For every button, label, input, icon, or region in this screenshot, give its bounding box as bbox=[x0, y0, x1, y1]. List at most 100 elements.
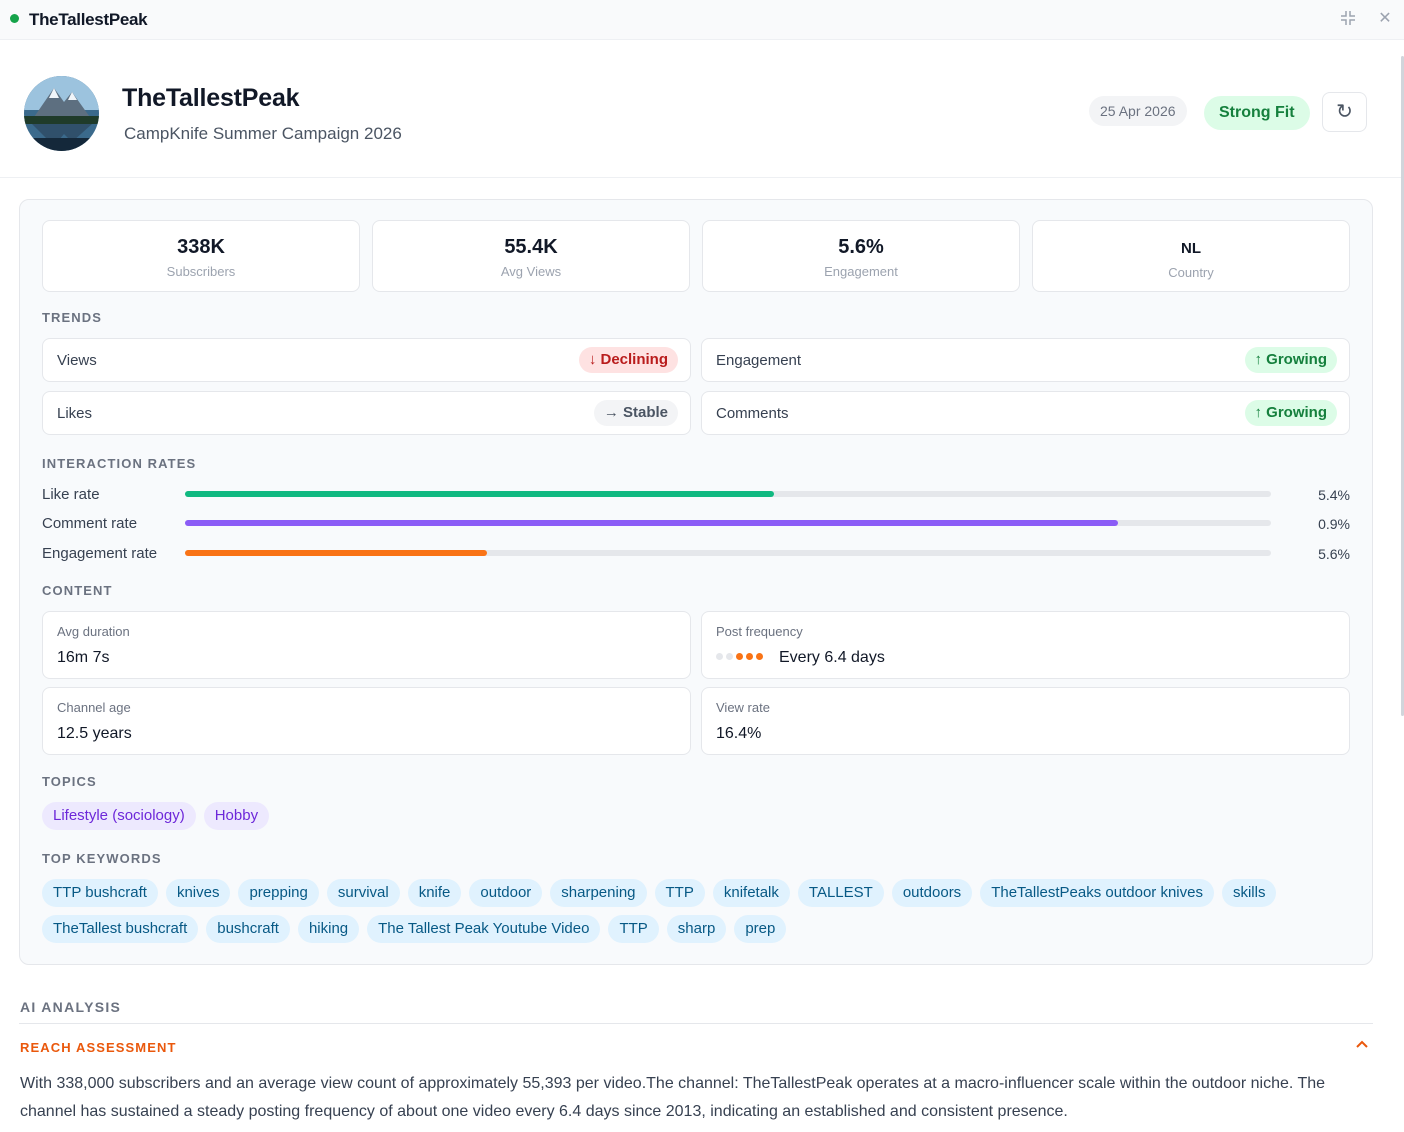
rate-value: 5.4% bbox=[1318, 487, 1350, 503]
channel-name: TheTallestPeak bbox=[122, 84, 300, 112]
reach-assessment-text: With 338,000 subscribers and an average … bbox=[20, 1075, 1326, 1120]
stat-avg-views: 55.4K Avg Views bbox=[372, 220, 690, 292]
rate-value: 5.6% bbox=[1318, 546, 1350, 562]
trend-label: Engagement bbox=[716, 352, 802, 369]
rate-label: Engagement rate bbox=[42, 545, 158, 562]
chevron-up-icon[interactable] bbox=[1355, 1037, 1369, 1054]
stat-label: Subscribers bbox=[166, 264, 236, 279]
frequency-dots bbox=[716, 653, 763, 660]
collapse-icon bbox=[1341, 11, 1355, 25]
frequency-dot bbox=[726, 653, 733, 660]
window-title: TheTallestPeak bbox=[29, 10, 148, 29]
date-badge: 25 Apr 2026 bbox=[1089, 96, 1187, 126]
avatar bbox=[24, 76, 99, 151]
keyword-chip[interactable]: The Tallest Peak Youtube Video bbox=[367, 915, 601, 943]
keyword-chip[interactable]: sharpening bbox=[550, 879, 647, 907]
keyword-chip[interactable]: sharp bbox=[666, 915, 727, 943]
metrics-card: 338K Subscribers 55.4K Avg Views 5.6% En… bbox=[19, 199, 1373, 965]
keyword-chip[interactable]: TALLEST bbox=[797, 879, 884, 907]
status-dot bbox=[10, 14, 19, 23]
content-value: 12.5 years bbox=[57, 725, 132, 742]
keyword-chip[interactable]: skills bbox=[1221, 879, 1277, 907]
keyword-chip[interactable]: TheTallest bushcraft bbox=[42, 915, 199, 943]
trend-comments: Comments ↑ Growing bbox=[701, 391, 1350, 435]
keyword-chip[interactable]: TTP bbox=[608, 915, 659, 943]
title-bar: TheTallestPeak ✕ bbox=[0, 0, 1404, 40]
stat-value: 5.6% bbox=[838, 236, 884, 258]
engagement-rate-bar bbox=[185, 550, 1271, 556]
stat-label: Avg Views bbox=[500, 264, 562, 279]
refresh-button[interactable]: ↻ bbox=[1322, 92, 1367, 132]
keyword-chip[interactable]: knife bbox=[407, 879, 462, 907]
fit-badge: Strong Fit bbox=[1204, 96, 1310, 130]
rate-fill bbox=[185, 550, 487, 556]
campaign-name: CampKnife Summer Campaign 2026 bbox=[124, 124, 402, 143]
frequency-dot bbox=[716, 653, 723, 660]
trend-label: Likes bbox=[57, 405, 93, 422]
keyword-list: TTP bushcraft knives prepping survival knife… bbox=[42, 879, 1352, 943]
frequency-dot bbox=[736, 653, 743, 660]
keyword-chip[interactable]: survival bbox=[326, 879, 400, 907]
keyword-chip[interactable]: outdoor bbox=[469, 879, 543, 907]
rate-fill bbox=[185, 520, 1118, 526]
rate-label: Comment rate bbox=[42, 515, 138, 532]
frequency-dot bbox=[756, 653, 763, 660]
topic-chip[interactable]: Lifestyle (sociology) bbox=[42, 802, 196, 830]
scrollbar[interactable] bbox=[1401, 56, 1404, 716]
topic-chip[interactable]: Hobby bbox=[203, 802, 270, 830]
comment-rate-bar bbox=[185, 520, 1271, 526]
stat-country: NL Country bbox=[1032, 220, 1350, 292]
content-heading: CONTENT bbox=[42, 583, 113, 598]
trend-engagement: Engagement ↑ Growing bbox=[701, 338, 1350, 382]
content-value: 16.4% bbox=[716, 725, 762, 742]
keyword-chip[interactable]: prepping bbox=[238, 879, 319, 907]
refresh-icon: ↻ bbox=[1336, 101, 1353, 123]
trend-views: Views ↓ Declining bbox=[42, 338, 691, 382]
content-value: Every 6.4 days bbox=[779, 649, 885, 666]
chevron-up-icon bbox=[1356, 1040, 1368, 1048]
like-rate-bar bbox=[185, 491, 1271, 497]
view-rate-card: View rate 16.4% bbox=[701, 687, 1350, 755]
content-label: View rate bbox=[716, 700, 770, 715]
topic-list: Lifestyle (sociology) Hobby bbox=[42, 802, 1352, 830]
keyword-chip[interactable]: hiking bbox=[297, 915, 360, 943]
avg-duration-card: Avg duration 16m 7s bbox=[42, 611, 691, 679]
post-frequency-card: Post frequency Every 6.4 days bbox=[701, 611, 1350, 679]
trend-likes: Likes → Stable bbox=[42, 391, 691, 435]
keyword-chip[interactable]: TTP bbox=[654, 879, 705, 907]
keyword-chip[interactable]: knifetalk bbox=[712, 879, 790, 907]
trends-heading: TRENDS bbox=[42, 310, 103, 325]
minimize-icon[interactable] bbox=[1338, 9, 1358, 29]
content-label: Post frequency bbox=[716, 624, 803, 639]
reach-assessment-heading[interactable]: REACH ASSESSMENT bbox=[20, 1040, 177, 1055]
rate-value: 0.9% bbox=[1318, 516, 1350, 532]
trend-label: Views bbox=[57, 352, 97, 369]
channel-age-card: Channel age 12.5 years bbox=[42, 687, 691, 755]
stat-label: Engagement bbox=[824, 264, 898, 279]
rate-fill bbox=[185, 491, 774, 497]
stat-subscribers: 338K Subscribers bbox=[42, 220, 360, 292]
keyword-chip[interactable]: TheTallestPeaks outdoor knives bbox=[980, 879, 1214, 907]
keyword-chip[interactable]: knives bbox=[165, 879, 231, 907]
trend-badge: ↑ Growing bbox=[1244, 400, 1337, 426]
mountain-avatar-image bbox=[24, 76, 99, 151]
stat-value: 338K bbox=[177, 236, 225, 258]
stat-value: NL bbox=[1181, 240, 1201, 257]
content-label: Avg duration bbox=[57, 624, 130, 639]
trend-badge: ↑ Growing bbox=[1244, 347, 1337, 373]
keyword-chip[interactable]: prep bbox=[734, 915, 787, 943]
interaction-heading: INTERACTION RATES bbox=[42, 456, 197, 471]
divider bbox=[19, 1023, 1373, 1024]
keyword-chip[interactable]: TTP bushcraft bbox=[42, 879, 158, 907]
content-label: Channel age bbox=[57, 700, 131, 715]
keyword-chip[interactable]: bushcraft bbox=[206, 915, 290, 943]
close-icon[interactable]: ✕ bbox=[1378, 10, 1392, 27]
keywords-heading: TOP KEYWORDS bbox=[42, 851, 162, 866]
trend-label: Comments bbox=[716, 405, 789, 422]
stat-engagement: 5.6% Engagement bbox=[702, 220, 1020, 292]
keyword-chip[interactable]: outdoors bbox=[891, 879, 973, 907]
stat-label: Country bbox=[1168, 265, 1214, 280]
trend-badge: → Stable bbox=[593, 400, 678, 426]
frequency-dot bbox=[746, 653, 753, 660]
topics-heading: TOPICS bbox=[42, 774, 97, 789]
